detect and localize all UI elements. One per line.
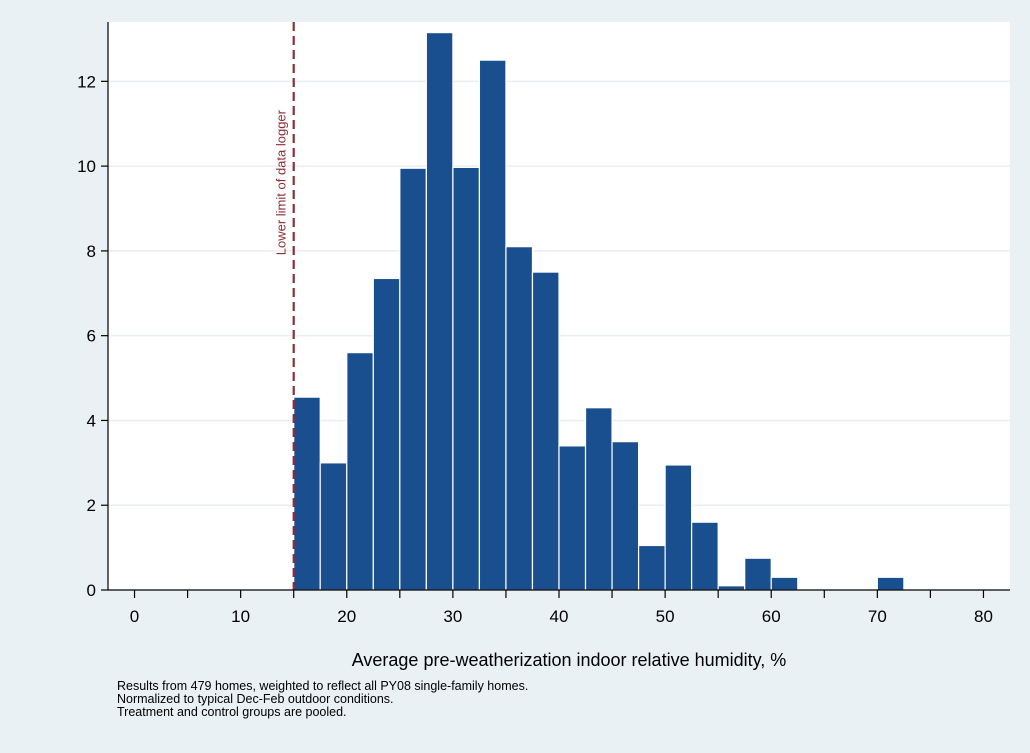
histogram-bar-14 — [664, 464, 693, 591]
reference-line-group: Lower limit of data logger — [274, 22, 295, 590]
histogram-bars — [293, 31, 905, 591]
histogram-bar-9 — [531, 271, 560, 591]
reference-line-label: Lower limit of data logger — [274, 109, 289, 255]
y-tick-label-0: 0 — [87, 581, 96, 600]
y-tick-label-6: 6 — [87, 327, 96, 346]
histogram-bar-1 — [319, 462, 348, 591]
y-tick-label-4: 4 — [87, 411, 96, 430]
y-tick-label-12: 12 — [77, 72, 96, 91]
histogram-bar-22 — [876, 576, 905, 591]
x-tick-label-20: 20 — [337, 607, 356, 626]
y-tick-label-8: 8 — [87, 242, 96, 261]
histogram-bar-2 — [346, 352, 374, 591]
histogram-bar-5 — [425, 31, 454, 591]
y-tick-label-10: 10 — [77, 157, 96, 176]
y-tick-label-2: 2 — [87, 496, 96, 515]
x-tick-label-70: 70 — [868, 607, 887, 626]
histogram-bar-10 — [558, 445, 587, 591]
x-tick-label-30: 30 — [443, 607, 462, 626]
x-tick-label-40: 40 — [550, 607, 569, 626]
histogram-bar-16 — [717, 585, 746, 591]
histogram-bar-6 — [452, 166, 481, 591]
x-tick-label-80: 80 — [974, 607, 993, 626]
histogram-bar-18 — [770, 576, 799, 591]
histogram-bar-0 — [293, 396, 321, 591]
x-tick-label-60: 60 — [762, 607, 781, 626]
histogram-bar-3 — [372, 277, 401, 591]
x-tick-label-10: 10 — [231, 607, 250, 626]
footnote-line-3: Treatment and control groups are pooled. — [117, 705, 347, 719]
footnote-line-2: Normalized to typical Dec-Feb outdoor co… — [117, 692, 394, 706]
histogram-bar-15 — [691, 521, 719, 591]
footnotes: Results from 479 homes, weighted to refl… — [117, 679, 528, 719]
x-tick-label-50: 50 — [656, 607, 675, 626]
histogram-bar-13 — [637, 544, 666, 591]
histogram-bar-8 — [505, 246, 534, 591]
footnote-line-1: Results from 479 homes, weighted to refl… — [117, 679, 528, 693]
histogram-bar-17 — [744, 557, 772, 591]
histogram-bar-4 — [399, 167, 427, 591]
histogram-bar-11 — [584, 407, 613, 591]
x-axis-title: Average pre-weatherization indoor relati… — [352, 650, 787, 670]
histogram-bar-7 — [478, 59, 507, 591]
histogram-bar-12 — [611, 441, 640, 591]
x-axis-ticks: 0 10 20 30 40 50 60 70 80 — [130, 590, 993, 626]
y-axis-ticks: 0 2 4 6 8 10 12 — [77, 72, 108, 600]
x-tick-label-0: 0 — [130, 607, 139, 626]
